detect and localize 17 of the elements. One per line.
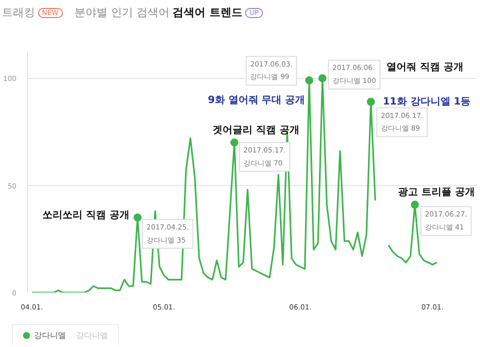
point <box>366 98 375 106</box>
text: 강다니엘 <box>76 331 108 340</box>
annotation: 11화 강다니엘 1등 <box>382 96 471 108</box>
point <box>410 200 419 209</box>
text: 검색어 트렌드 <box>172 6 242 19</box>
point <box>230 138 238 146</box>
annotation: 열어줘 직캠 공개 <box>386 62 464 73</box>
text: 분야별 인기 검색어 <box>74 6 170 19</box>
legend-label: 강다니엘 <box>34 331 66 340</box>
annotation: 9화 열어줘 무대 공개 <box>208 94 306 106</box>
point <box>134 214 142 222</box>
text: 트래킹 <box>2 6 35 19</box>
annotation: 겟어글리 직캠 공개 <box>212 125 300 136</box>
annotation: 쏘리쏘리 직캠 공개 <box>42 210 130 221</box>
point <box>305 76 314 84</box>
point <box>318 74 326 82</box>
annotation: 광고 트리플 공개 <box>398 187 475 198</box>
